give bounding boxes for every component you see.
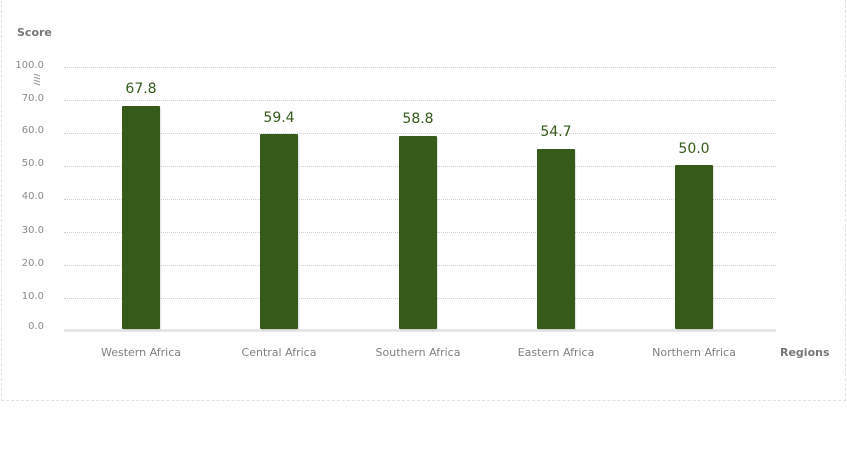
value-label: 50.0 <box>678 141 710 157</box>
y-tick: 20.0 <box>21 258 44 269</box>
bar-northern-africa[interactable] <box>675 165 713 329</box>
x-tick-label: Southern Africa <box>375 346 461 359</box>
x-tick-label: Central Africa <box>241 346 317 359</box>
value-label: 54.7 <box>540 124 572 140</box>
bar-western-africa[interactable] <box>122 106 160 329</box>
x-axis-title: Regions <box>780 346 830 359</box>
chart-frame <box>1 0 846 401</box>
x-tick-label: Northern Africa <box>652 346 736 359</box>
bar-southern-africa[interactable] <box>399 136 437 329</box>
bar-eastern-africa[interactable] <box>537 149 575 329</box>
value-label: 58.8 <box>402 111 434 127</box>
y-tick: 70.0 <box>21 93 44 104</box>
axis-break-icon <box>33 73 41 86</box>
y-tick: 50.0 <box>21 158 44 169</box>
y-tick: 40.0 <box>21 191 44 202</box>
y-tick: 100.0 <box>15 60 44 71</box>
gridline <box>64 67 776 68</box>
y-axis-title: Score <box>17 26 52 39</box>
y-tick: 0.0 <box>28 321 44 332</box>
value-label: 59.4 <box>263 110 295 126</box>
y-tick: 60.0 <box>21 125 44 136</box>
y-tick: 30.0 <box>21 225 44 236</box>
bar-central-africa[interactable] <box>260 134 298 329</box>
x-tick-label: Western Africa <box>101 346 181 359</box>
gridline <box>64 100 776 101</box>
x-tick-label: Eastern Africa <box>517 346 595 359</box>
gridline <box>64 133 776 134</box>
y-tick: 10.0 <box>21 291 44 302</box>
value-label: 67.8 <box>125 81 157 97</box>
x-axis-line <box>64 329 776 332</box>
